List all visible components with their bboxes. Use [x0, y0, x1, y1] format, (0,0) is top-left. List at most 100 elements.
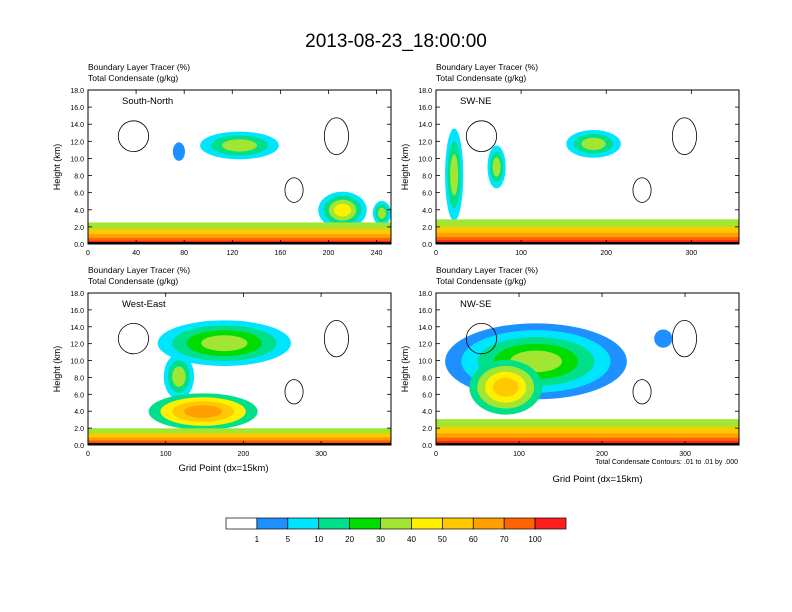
- colorbar-label: 10: [314, 535, 323, 544]
- sw-ne-field-blob: [450, 154, 459, 196]
- sw-ne-plot-area: [436, 117, 739, 244]
- colorbar-swatch: [534, 517, 567, 530]
- south-north-plot-area: [88, 117, 391, 244]
- nw-se-x-tick-label: 100: [513, 451, 525, 458]
- west-east-y-tick-label: 10.0: [70, 359, 84, 366]
- colorbar-label: 1: [255, 535, 260, 544]
- nw-se-contour: [465, 322, 498, 355]
- south-north-contour: [323, 117, 349, 156]
- sw-ne-y-tick-label: 6.0: [422, 191, 432, 198]
- south-north-y-tick-label: 6.0: [74, 191, 84, 198]
- sw-ne-panel-name: SW-NE: [460, 96, 492, 107]
- south-north-y-tick-label: 16.0: [70, 105, 84, 112]
- sw-ne-y-tick-label: 14.0: [418, 122, 432, 129]
- west-east-field-label: Boundary Layer Tracer (%): [88, 265, 190, 275]
- sw-ne-frame: [435, 89, 740, 245]
- sw-ne-x-tick-label: 300: [685, 250, 697, 257]
- colorbar-label: 5: [286, 535, 291, 544]
- sw-ne-terrain: [436, 242, 739, 244]
- colorbar-swatch: [287, 517, 320, 530]
- colorbar-label: 100: [528, 535, 542, 544]
- south-north-y-tick-label: 0.0: [74, 242, 84, 249]
- nw-se-y-tick-label: 18.0: [418, 291, 432, 298]
- nw-se-panel: [435, 292, 740, 446]
- south-north-y-tick-label: 4.0: [74, 208, 84, 215]
- south-north-field-label: Boundary Layer Tracer (%): [88, 62, 190, 72]
- sw-ne-y-tick-label: 16.0: [418, 105, 432, 112]
- sw-ne-y-tick-label: 4.0: [422, 208, 432, 215]
- sw-ne-y-tick-label: 0.0: [422, 242, 432, 249]
- sw-ne-y-tick-label: 8.0: [422, 174, 432, 181]
- west-east-y-tick-label: 12.0: [70, 342, 84, 349]
- west-east-y-tick-label: 8.0: [74, 375, 84, 382]
- south-north-x-tick-label: 160: [275, 250, 287, 257]
- nw-se-y-tick-label: 0.0: [422, 443, 432, 450]
- west-east-terrain: [88, 443, 391, 445]
- nw-se-field-blob: [493, 377, 519, 397]
- colorbar-label: 60: [469, 535, 478, 544]
- nw-se-y-tick-label: 16.0: [418, 308, 432, 315]
- west-east-contour: [117, 322, 149, 355]
- colorbar-swatch: [380, 517, 412, 530]
- west-east-xlabel: Grid Point (dx=15km): [178, 463, 268, 474]
- colorbar-swatch: [442, 517, 474, 530]
- nw-se-contour: [671, 319, 697, 358]
- colorbar-swatch: [256, 517, 289, 530]
- south-north-y-tick-label: 12.0: [70, 139, 84, 146]
- colorbar-label: 20: [345, 535, 354, 544]
- west-east-panel-name: West-East: [122, 299, 166, 310]
- south-north-x-tick-label: 120: [226, 250, 238, 257]
- sw-ne-y-tick-label: 18.0: [418, 88, 432, 95]
- sw-ne-x-tick-label: 0: [434, 250, 438, 257]
- colorbar-label: 40: [407, 535, 416, 544]
- sw-ne-y-tick-label: 2.0: [422, 225, 432, 232]
- west-east-frame: [87, 292, 392, 446]
- west-east-contour: [323, 319, 349, 358]
- sw-ne-y-tick-label: 10.0: [418, 156, 432, 163]
- south-north-x-tick-label: 80: [180, 250, 188, 257]
- south-north-field-blob: [377, 207, 386, 219]
- sw-ne-field-label: Boundary Layer Tracer (%): [436, 62, 538, 72]
- south-north-y-tick-label: 8.0: [74, 174, 84, 181]
- nw-se-x-tick-label: 0: [434, 451, 438, 458]
- west-east-field-blob: [201, 335, 248, 352]
- sw-ne-field-blob: [581, 137, 606, 151]
- sw-ne-panel: [435, 89, 740, 245]
- colorbar-swatch: [411, 517, 443, 530]
- sw-ne-x-tick-label: 200: [600, 250, 612, 257]
- west-east-y-tick-label: 0.0: [74, 443, 84, 450]
- colorbar-label: 30: [376, 535, 385, 544]
- sw-ne-field-label: Total Condensate (g/kg): [436, 73, 526, 83]
- south-north-ylabel: Height (km): [52, 144, 62, 191]
- south-north-panel: [87, 89, 392, 245]
- nw-se-y-tick-label: 6.0: [422, 392, 432, 399]
- sw-ne-contour: [632, 177, 652, 203]
- contour-note: Total Condensate Contours: .01 to .01 by…: [595, 459, 738, 466]
- colorbar-swatch: [318, 517, 350, 530]
- south-north-frame: [87, 89, 392, 245]
- colorbar-swatch: [472, 517, 505, 530]
- south-north-panel-name: South-North: [122, 96, 173, 107]
- nw-se-y-tick-label: 4.0: [422, 409, 432, 416]
- colorbar-swatch: [503, 517, 536, 530]
- nw-se-y-tick-label: 2.0: [422, 426, 432, 433]
- nw-se-y-tick-label: 10.0: [418, 359, 432, 366]
- nw-se-y-tick-label: 14.0: [418, 325, 432, 332]
- nw-se-y-tick-label: 8.0: [422, 375, 432, 382]
- west-east-x-tick-label: 200: [238, 451, 250, 458]
- south-north-contour: [117, 120, 149, 152]
- south-north-x-tick-label: 40: [132, 250, 140, 257]
- nw-se-terrain: [436, 443, 739, 445]
- west-east-y-tick-label: 14.0: [70, 325, 84, 332]
- west-east-contour: [284, 379, 304, 405]
- nw-se-y-tick-label: 12.0: [418, 342, 432, 349]
- sw-ne-contour: [671, 117, 697, 156]
- sw-ne-x-tick-label: 100: [515, 250, 527, 257]
- south-north-x-tick-label: 240: [371, 250, 383, 257]
- sw-ne-ylabel: Height (km): [400, 144, 410, 191]
- nw-se-x-tick-label: 300: [679, 451, 691, 458]
- south-north-y-tick-label: 14.0: [70, 122, 84, 129]
- west-east-y-tick-label: 2.0: [74, 426, 84, 433]
- south-north-y-tick-label: 18.0: [70, 88, 84, 95]
